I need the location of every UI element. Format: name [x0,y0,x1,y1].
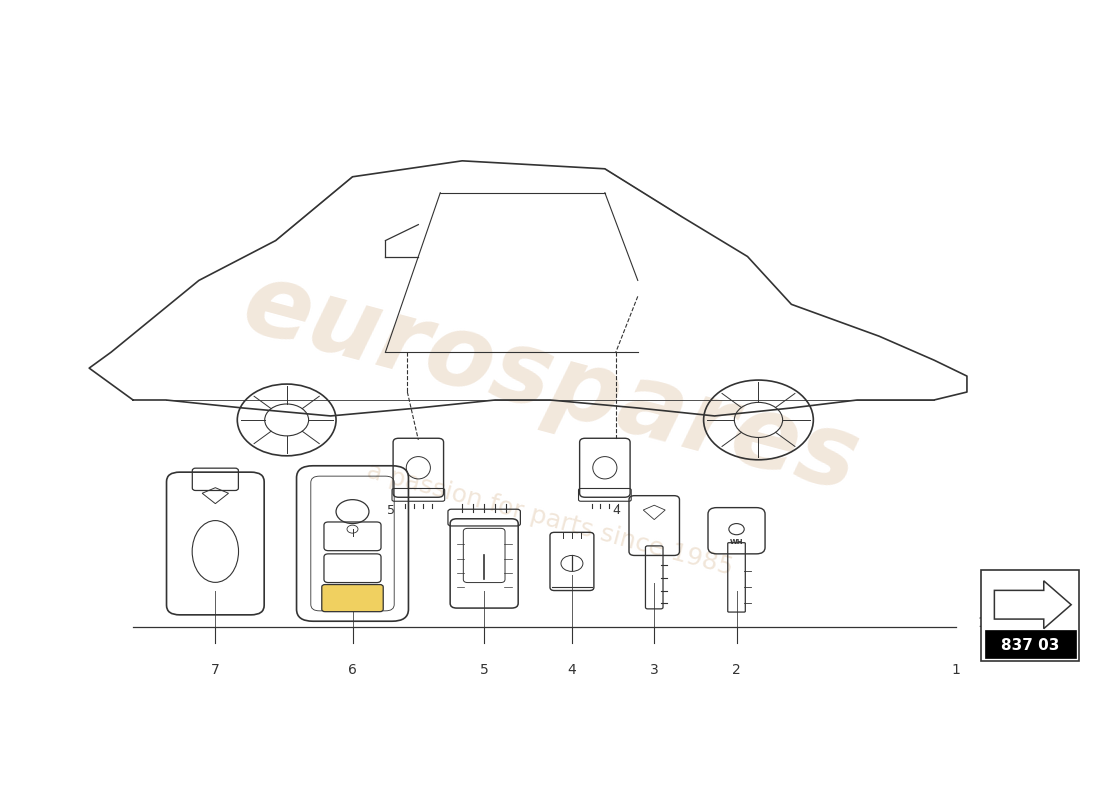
FancyBboxPatch shape [984,630,1076,658]
Text: 5: 5 [387,504,395,517]
Text: 3: 3 [650,663,659,677]
Text: 7: 7 [211,663,220,677]
Text: 5: 5 [480,663,488,677]
Text: 4: 4 [612,504,619,517]
Text: eurospares: eurospares [232,255,868,513]
Text: 4: 4 [568,663,576,677]
FancyBboxPatch shape [322,585,383,612]
Text: 6: 6 [348,663,356,677]
Text: 2: 2 [733,663,741,677]
Text: 1: 1 [952,663,960,677]
Text: a passion for parts since 1985: a passion for parts since 1985 [364,459,736,580]
FancyBboxPatch shape [981,570,1079,661]
Text: 1: 1 [978,616,987,630]
Polygon shape [994,581,1071,629]
Text: 837 03: 837 03 [1001,638,1059,653]
Text: WH: WH [729,539,744,545]
